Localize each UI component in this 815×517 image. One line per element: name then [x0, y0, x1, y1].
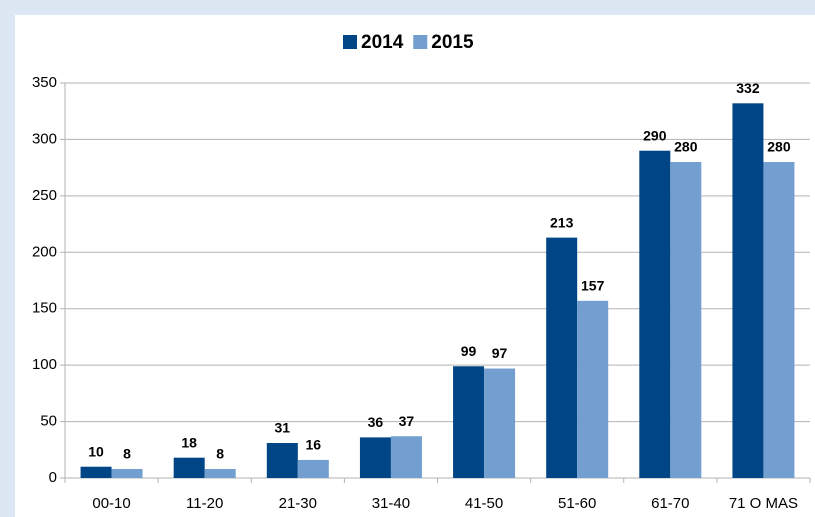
- legend-swatch: [343, 35, 357, 49]
- data-label: 8: [216, 446, 224, 462]
- bar: [266, 443, 298, 478]
- data-label: 8: [123, 446, 131, 462]
- data-label: 280: [767, 139, 791, 155]
- x-tick-label: 00-10: [92, 495, 130, 512]
- bar: [390, 436, 422, 478]
- x-tick-label: 51-60: [558, 495, 596, 512]
- bar: [670, 162, 702, 478]
- x-tick-label: 31-40: [372, 495, 410, 512]
- data-label: 332: [736, 80, 760, 96]
- x-tick-label: 11-20: [186, 495, 223, 512]
- bar: [484, 368, 516, 478]
- y-tick-label: 300: [32, 130, 57, 147]
- y-tick-label: 0: [49, 469, 57, 486]
- legend-label: 2014: [361, 32, 404, 53]
- bar: [111, 468, 143, 478]
- data-label: 157: [581, 278, 605, 294]
- data-label: 10: [88, 443, 104, 459]
- bar: [577, 300, 609, 478]
- data-label: 213: [550, 214, 574, 230]
- bar: [297, 459, 329, 478]
- bar: [204, 468, 236, 478]
- bar: [732, 103, 764, 479]
- data-label: 36: [368, 414, 384, 430]
- data-label: 280: [674, 139, 698, 155]
- bar: [80, 466, 112, 478]
- data-label: 18: [181, 434, 197, 450]
- bar: [639, 150, 671, 478]
- x-tick-label: 61-70: [651, 495, 689, 512]
- data-label: 37: [399, 413, 415, 429]
- bar: [546, 237, 578, 478]
- y-tick-label: 250: [32, 187, 57, 204]
- x-tick-label: 71 O MAS: [729, 495, 798, 512]
- y-tick-label: 350: [32, 74, 57, 91]
- data-label: 290: [643, 127, 667, 143]
- x-tick-label: 21-30: [279, 495, 317, 512]
- data-label: 16: [306, 437, 322, 453]
- legend-label: 2015: [431, 32, 474, 53]
- bar: [359, 437, 391, 478]
- data-label: 99: [461, 343, 477, 359]
- bar: [453, 366, 485, 478]
- y-tick-label: 200: [32, 243, 57, 260]
- y-tick-label: 50: [40, 413, 57, 430]
- bar: [763, 162, 795, 478]
- data-label: 31: [275, 420, 291, 436]
- data-label: 97: [492, 345, 508, 361]
- bar: [173, 457, 205, 478]
- y-tick-label: 150: [32, 300, 57, 317]
- x-tick-label: 41-50: [465, 495, 503, 512]
- legend-swatch: [413, 35, 428, 49]
- y-tick-label: 100: [32, 356, 57, 373]
